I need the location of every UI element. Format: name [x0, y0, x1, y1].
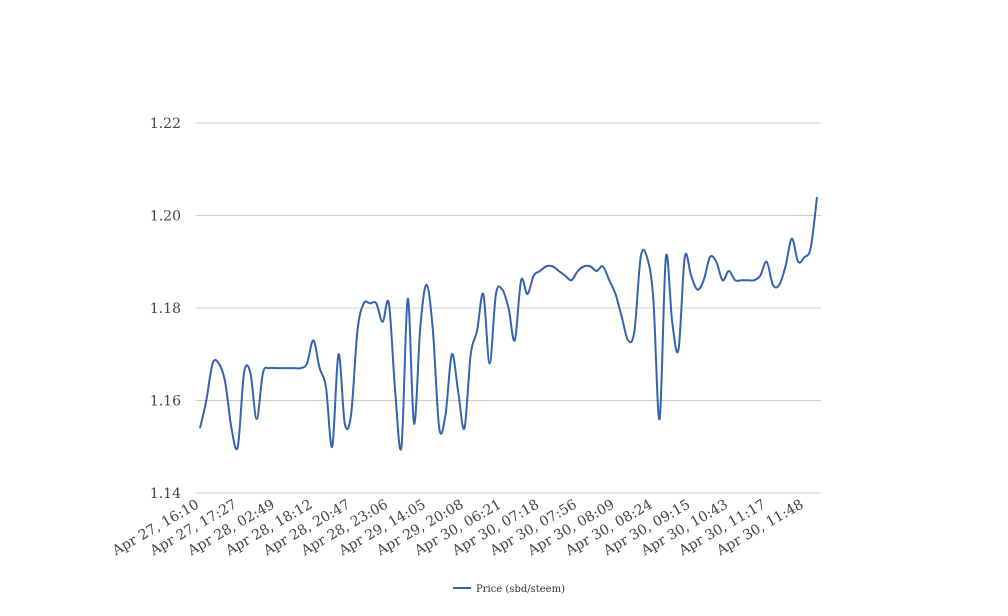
y-tick-label: 1.14	[150, 486, 181, 502]
y-tick-label: 1.22	[150, 116, 181, 132]
y-tick-label: 1.16	[150, 394, 181, 410]
price-line	[199, 196, 818, 451]
legend-label: Price (sbd/steem)	[476, 584, 565, 595]
y-tick-label: 1.18	[150, 301, 181, 317]
y-tick-label: 1.20	[150, 209, 181, 225]
